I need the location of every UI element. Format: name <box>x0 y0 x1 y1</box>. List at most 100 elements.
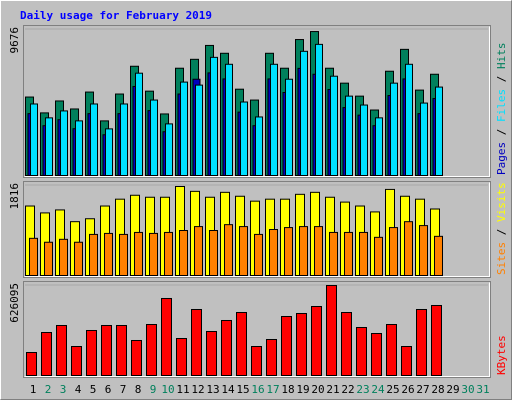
chart-title: Daily usage for February 2019 <box>20 9 212 22</box>
bar <box>296 312 307 376</box>
y-tick-label: 1816 <box>8 183 21 210</box>
x-tick-label: 5 <box>90 383 97 396</box>
x-tick-label: 10 <box>161 383 174 396</box>
bar <box>284 227 293 276</box>
bar <box>345 95 353 176</box>
bar <box>26 352 37 377</box>
bar <box>374 236 383 276</box>
bar <box>116 324 127 376</box>
bar <box>44 241 53 276</box>
legend-entry: Pages <box>495 142 508 175</box>
legend-separator: / <box>495 69 508 89</box>
x-tick-label: 28 <box>431 383 444 396</box>
legend: Pages / Files / Hits <box>495 43 508 176</box>
y-tick-label: 9676 <box>8 27 21 54</box>
x-tick-label: 6 <box>105 383 112 396</box>
bar <box>254 233 263 276</box>
bar <box>359 231 368 276</box>
legend: KBytes <box>495 335 508 375</box>
bar <box>356 326 367 376</box>
x-tick-label: 20 <box>311 383 324 396</box>
bar <box>209 230 218 276</box>
bar <box>431 304 442 377</box>
x-tick-label: 29 <box>446 383 459 396</box>
bar <box>74 241 83 276</box>
x-tick-label: 31 <box>476 383 489 396</box>
x-tick-label: 19 <box>296 383 309 396</box>
bar <box>315 43 323 176</box>
bar <box>105 128 113 177</box>
legend-entry: Sites <box>495 242 508 275</box>
bar <box>206 330 217 376</box>
x-tick-label: 30 <box>461 383 474 396</box>
x-tick-label: 4 <box>75 383 82 396</box>
bar <box>41 331 52 376</box>
panel-bevel <box>24 182 490 277</box>
panel-bevel <box>24 26 490 177</box>
x-tick-label: 24 <box>371 383 385 396</box>
bar <box>179 230 188 276</box>
bar <box>210 56 218 176</box>
legend: Sites / Visits <box>495 182 508 275</box>
legend-entry: KBytes <box>495 335 508 375</box>
x-tick-label: 2 <box>45 383 52 396</box>
bar <box>225 63 233 176</box>
legend-separator: / <box>495 222 508 242</box>
bar <box>71 345 82 376</box>
x-tick-label: 18 <box>281 383 294 396</box>
legend-entry: Visits <box>495 182 508 222</box>
x-tick-label: 11 <box>176 383 189 396</box>
bar <box>239 226 248 277</box>
bar <box>401 345 412 376</box>
bar <box>60 110 68 176</box>
bar <box>371 332 382 377</box>
legend-separator: / <box>495 122 508 142</box>
bar <box>224 224 233 276</box>
x-tick-label: 16 <box>251 383 264 396</box>
bar <box>311 305 322 377</box>
x-tick-label: 17 <box>266 383 279 396</box>
bar <box>375 117 383 176</box>
bar <box>161 297 172 376</box>
bar <box>90 103 98 176</box>
bar <box>419 225 428 276</box>
bar <box>266 338 277 376</box>
bar <box>86 329 97 376</box>
bar <box>314 226 323 277</box>
x-tick-label: 25 <box>386 383 399 396</box>
x-tick-label: 8 <box>135 383 142 396</box>
bar <box>300 50 308 176</box>
bar <box>390 82 398 176</box>
bar <box>120 103 128 176</box>
bar <box>75 120 83 177</box>
bar <box>30 103 38 176</box>
x-tick-label: 21 <box>326 383 339 396</box>
bar <box>285 78 293 176</box>
bar <box>270 63 278 176</box>
bar <box>89 233 98 276</box>
bar <box>416 308 427 377</box>
bar <box>360 104 368 176</box>
bar <box>29 237 38 277</box>
x-tick-label: 7 <box>120 383 127 396</box>
bar <box>389 227 398 276</box>
bar <box>329 231 338 276</box>
bar <box>255 116 263 176</box>
x-tick-label: 3 <box>60 383 67 396</box>
bar <box>240 101 248 176</box>
bar <box>341 311 352 376</box>
x-tick-label: 14 <box>221 383 235 396</box>
x-tick-label: 13 <box>206 383 219 396</box>
bar <box>176 337 187 377</box>
bar <box>344 231 353 276</box>
bar <box>134 231 143 276</box>
bar <box>405 63 413 176</box>
bar <box>299 226 308 277</box>
x-tick-label: 23 <box>356 383 369 396</box>
bar <box>435 86 443 176</box>
bar <box>194 226 203 277</box>
legend-entry: Hits <box>495 43 508 70</box>
bar <box>434 235 443 277</box>
